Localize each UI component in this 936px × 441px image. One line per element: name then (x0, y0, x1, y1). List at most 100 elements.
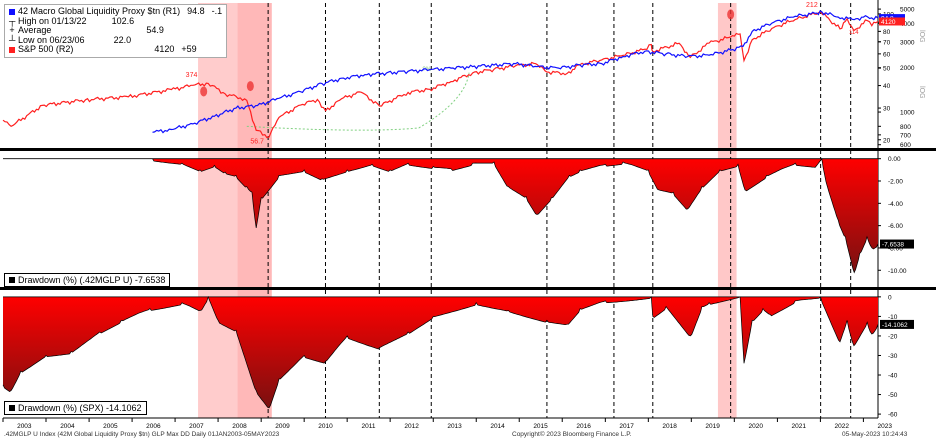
legend-series1-value: 94.8 (187, 6, 205, 16)
r2-tick-label-2: 800 (900, 124, 911, 131)
event-marker-2 (727, 9, 735, 20)
x-tick-label-1: 2004 (60, 423, 75, 430)
spx-peak-label: 374 (186, 72, 198, 79)
dd1-tick-label-1: -2.00 (888, 179, 903, 186)
r2-tick-label-7: 5000 (900, 7, 915, 14)
dd1-tick-label-5: -10.00 (888, 268, 907, 275)
legend-series1-change: -.1 (211, 6, 223, 16)
dd2-label: Drawdown (%) (SPX) -14.1062 (18, 403, 142, 413)
legend-high: ┬ High on 01/13/22 102.6 (9, 15, 222, 27)
dd2-tick-label-2: -20 (888, 333, 898, 340)
event-marker-0 (200, 86, 208, 97)
recent-low-label: 114 (849, 30, 859, 36)
x-tick-label-19: 2022 (834, 423, 849, 430)
dd1-last-tag (880, 239, 914, 249)
chart-legend: 42 Macro Global Liquidity Proxy $tn (R1)… (4, 4, 228, 58)
dd2-last-value: -14.1062 (882, 322, 908, 329)
dd1-last-value: -7.6538 (882, 242, 904, 249)
dd2-tick-label-6: -60 (888, 412, 898, 419)
dd1-tick-label-4: -8.00 (888, 245, 903, 252)
r2-tick-label-4: 2000 (900, 65, 915, 72)
legend-series2-change: +59 (181, 44, 197, 55)
x-tick-label-9: 2012 (404, 423, 419, 430)
r2-tick-label-3: 1000 (900, 110, 915, 117)
panel-separator-1 (0, 148, 936, 151)
legend-blue-swatch (9, 8, 15, 15)
x-tick-label-11: 2014 (490, 423, 505, 430)
low-marker-icon: ┴ (9, 34, 16, 45)
footer-timestamp: 05-May-2023 10:24:43 (842, 431, 908, 438)
legend-low-value: 22.0 (113, 34, 132, 45)
r1-tick-label-2: 40 (883, 83, 891, 90)
footer-source: .42MGLP U Index (42M Global Liquidity Pr… (4, 431, 280, 438)
red-last-value: 4120 (881, 19, 896, 26)
recent-peak-label: 212 (806, 2, 818, 9)
x-tick-label-2: 2005 (103, 423, 118, 430)
dd2-tick-label-1: -10 (888, 314, 898, 321)
x-tick-label-13: 2016 (576, 423, 591, 430)
dd1-line (152, 157, 879, 274)
dd2-swatch (9, 405, 15, 411)
legend-series2-value: 4120 (154, 44, 175, 55)
dd2-tick-label-4: -40 (888, 373, 898, 380)
legend-series1[interactable]: 42 Macro Global Liquidity Proxy $tn (R1)… (9, 6, 223, 17)
dd2-area (3, 296, 878, 408)
x-tick-label-14: 2017 (619, 423, 634, 430)
x-tick-label-8: 2011 (361, 423, 375, 430)
x-tick-label-12: 2015 (533, 423, 548, 430)
r1-tick-label-3: 50 (883, 66, 891, 73)
dotted-arc (246, 72, 470, 131)
drawdown-glp-legend: Drawdown (%) (.42MGLP U) -7.6538 (4, 273, 171, 287)
drawdown-spx-legend: Drawdown (%) (SPX) -14.1062 (4, 401, 147, 415)
glp-line (152, 10, 879, 134)
legend-series1-label: 42 Macro Global Liquidity Proxy $tn (R1) (18, 6, 181, 16)
x-tick-label-3: 2006 (146, 423, 161, 430)
high-marker-icon: ┬ (9, 15, 16, 26)
log-r1-badge: lOG (918, 30, 925, 42)
spx-line (2, 11, 879, 139)
x-tick-label-7: 2010 (318, 423, 333, 430)
x-tick-label-0: 2003 (17, 423, 32, 430)
legend-low: ┴ Low on 06/23/06 22.0 (9, 34, 222, 46)
spx-trough-label: 56.7 (250, 139, 264, 146)
legend-low-label: Low on 06/23/06 (18, 34, 85, 45)
legend-red-swatch (9, 47, 15, 54)
x-tick-label-20: 2023 (877, 423, 892, 430)
r2-tick-label-5: 3000 (900, 39, 915, 46)
legend-average-value: 54.9 (146, 25, 164, 36)
x-tick-label-6: 2009 (275, 423, 290, 430)
crisis-band-2019 (717, 3, 737, 418)
dd1-tick-label-0: 0.00 (888, 156, 901, 163)
red-last-tag (879, 17, 905, 26)
legend-average-label: Average (18, 25, 52, 36)
r2-tick-label-0: 600 (900, 142, 911, 149)
legend-high-value: 102.6 (111, 15, 135, 26)
x-tick-label-4: 2007 (189, 423, 204, 430)
panel-separator-2 (0, 287, 936, 290)
legend-series2-label: S&P 500 (R2) (18, 44, 74, 55)
r1-tick-label-4: 60 (883, 51, 891, 58)
legend-series2[interactable]: S&P 500 (R2) 4120 +59 (9, 45, 222, 55)
r2-tick-label-1: 700 (900, 132, 911, 139)
footer-copyright: Copyright© 2023 Bloomberg Finance L.P. (512, 431, 632, 438)
x-tick-label-15: 2018 (662, 423, 677, 430)
x-tick-label-10: 2013 (447, 423, 462, 430)
legend-high-label: High on 01/13/22 (18, 15, 87, 26)
r1-tick-label-0: 20 (883, 137, 891, 144)
log-r2-badge: lOG (918, 86, 925, 98)
event-marker-1 (246, 81, 254, 92)
r1-tick-label-5: 70 (883, 39, 891, 46)
r2-tick-label-6: 4000 (900, 21, 915, 28)
dd2-tick-label-5: -50 (888, 392, 898, 399)
dd1-swatch (9, 277, 15, 283)
dd1-label: Drawdown (%) (.42MGLP U) -7.6538 (18, 275, 166, 285)
dd2-tick-label-0: 0 (888, 294, 892, 301)
r1-tick-label-6: 80 (883, 29, 891, 36)
x-tick-label-16: 2019 (705, 423, 720, 430)
dd2-line (2, 295, 879, 409)
legend-average: + Average 54.9 (9, 26, 222, 36)
x-tick-label-18: 2021 (791, 423, 806, 430)
dd2-last-tag (880, 319, 914, 329)
